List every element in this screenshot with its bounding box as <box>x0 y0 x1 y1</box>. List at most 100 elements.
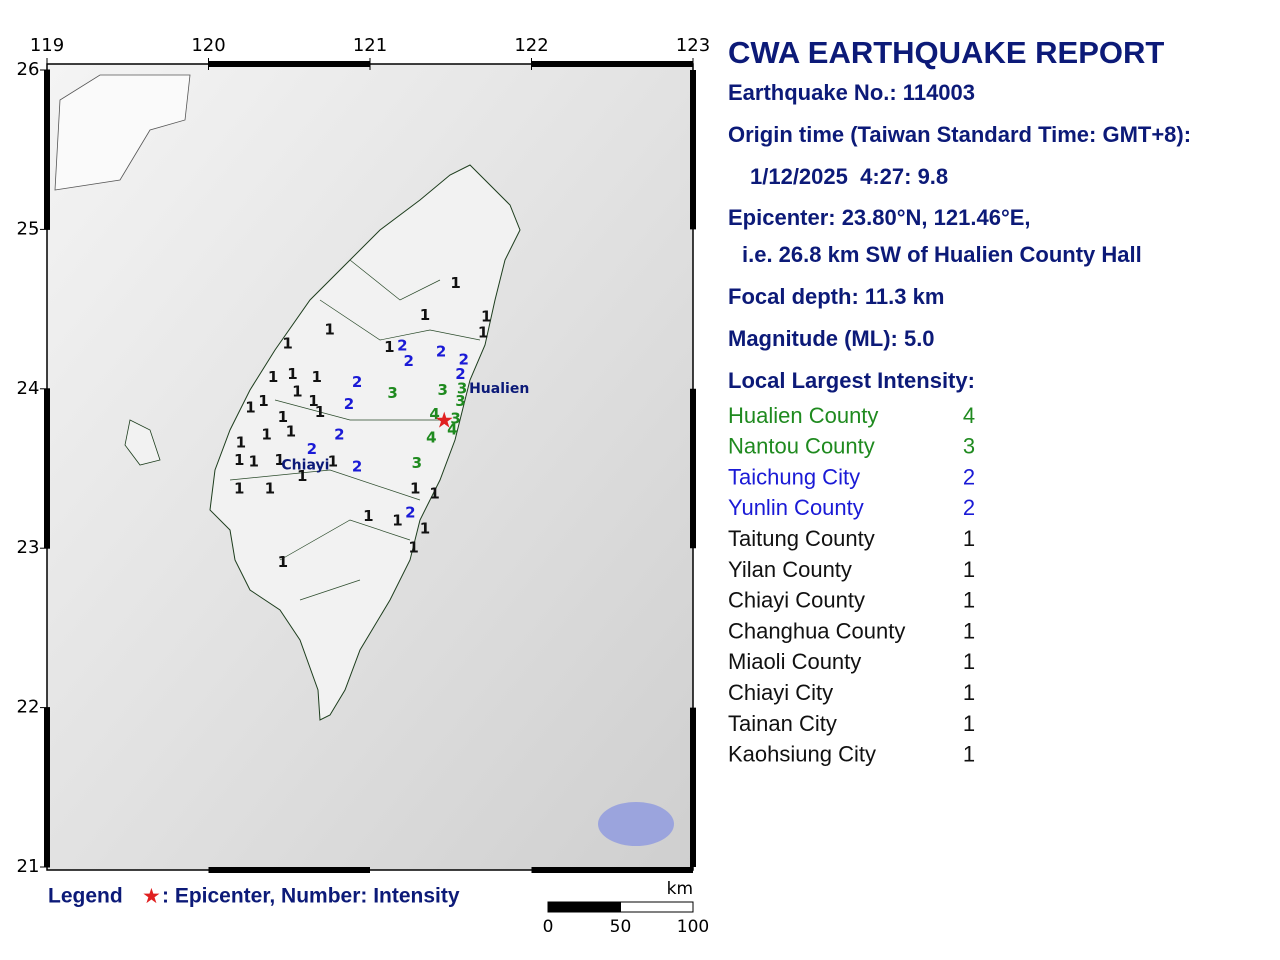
intensity-label: 3 <box>450 410 460 428</box>
county-intensity: 1 <box>963 526 975 551</box>
legend-text: : Epicenter, Number: Intensity <box>162 885 460 908</box>
intensity-label: 1 <box>450 274 460 292</box>
lat-tick-label: 24 <box>17 378 40 399</box>
intensity-label: 2 <box>344 395 354 413</box>
intensity-label: 2 <box>404 352 414 370</box>
intensity-label: 1 <box>392 512 402 530</box>
intensity-label: 3 <box>437 381 447 399</box>
intensity-label: 1 <box>268 368 278 386</box>
report-title: CWA EARTHQUAKE REPORT <box>728 35 1164 70</box>
intensity-label: 1 <box>282 335 292 353</box>
lat-tick-label: 21 <box>17 856 40 877</box>
intensity-label: 3 <box>412 454 422 472</box>
intensity-label: 1 <box>324 320 334 338</box>
intensity-label: 1 <box>363 507 373 525</box>
county-intensity: 1 <box>963 680 975 705</box>
report-line: Magnitude (ML): 5.0 <box>728 326 935 351</box>
lon-tick-label: 121 <box>353 35 387 56</box>
scale-label: 100 <box>677 917 709 937</box>
intensity-label: 3 <box>457 379 467 397</box>
scale-label: 50 <box>610 917 632 937</box>
epicenter: ★ <box>434 409 454 434</box>
intensity-label: 1 <box>481 308 491 326</box>
intensity-label: 1 <box>384 338 394 356</box>
intensity-label: 2 <box>455 365 465 383</box>
intensity-label: 2 <box>397 336 407 354</box>
lat-tick-label: 25 <box>17 218 40 239</box>
lon-tick-label: 120 <box>191 35 225 56</box>
intensity-label: 1 <box>278 408 288 426</box>
scale-label: 0 <box>543 917 554 937</box>
report-line: Earthquake No.: 114003 <box>728 80 975 105</box>
lat-tick-label: 22 <box>17 697 40 718</box>
county-borders <box>229 259 481 601</box>
lon-tick-label: 123 <box>676 35 710 56</box>
intensity-label: 1 <box>287 365 297 383</box>
intensity-label: 1 <box>315 403 325 421</box>
intensity-label: 1 <box>249 453 259 471</box>
legend-star: ★ <box>142 884 161 908</box>
intensity-label: 4 <box>429 405 439 423</box>
county-intensity: 1 <box>963 649 975 674</box>
county-name: Taichung City <box>728 464 860 489</box>
place-label: Chiayi <box>281 457 329 473</box>
scale-segment <box>547 901 621 913</box>
county-name: Chiayi City <box>728 680 833 705</box>
county-name: Nantou County <box>728 434 875 459</box>
county-name: Tainan City <box>728 711 837 736</box>
intensity-label: 1 <box>258 392 268 410</box>
intensity-label: 1 <box>261 426 271 444</box>
lat-tick-label: 26 <box>17 59 40 80</box>
intensity-label: 1 <box>234 480 244 498</box>
lon-tick-label: 119 <box>30 35 64 56</box>
intensity-label: 1 <box>265 480 275 498</box>
intensity-label: 1 <box>311 368 321 386</box>
intensity-label: 2 <box>405 504 415 522</box>
intensity-label: 1 <box>308 392 318 410</box>
lon-tick-label: 122 <box>514 35 548 56</box>
cwa-logo <box>598 802 674 846</box>
county-name: Kaohsiung City <box>728 742 876 767</box>
intensity-label: 3 <box>455 392 465 410</box>
county-intensity: 1 <box>963 618 975 643</box>
taiwan-island <box>209 164 521 721</box>
county-intensity: 1 <box>963 742 975 767</box>
county-intensity: 1 <box>963 588 975 613</box>
mainland-coast <box>54 74 191 191</box>
scale-segment <box>620 901 694 913</box>
intensity-label: 2 <box>436 343 446 361</box>
intensity-label: 1 <box>278 553 288 571</box>
report-line: i.e. 26.8 km SW of Hualien County Hall <box>742 242 1142 267</box>
intensity-label: 2 <box>352 373 362 391</box>
report-line: Epicenter: 23.80°N, 121.46°E, <box>728 205 1031 230</box>
intensity-label: 1 <box>245 398 255 416</box>
county-name: Yunlin County <box>728 495 864 520</box>
intensity-label: 1 <box>297 467 307 485</box>
intensity-label: 4 <box>447 421 457 439</box>
intensity-label: 2 <box>352 457 362 475</box>
penghu <box>124 419 161 466</box>
intensity-label: 1 <box>478 324 488 342</box>
intensity-label: 1 <box>420 306 430 324</box>
county-intensity: 2 <box>963 464 975 489</box>
intensity-label: 3 <box>387 384 397 402</box>
county-name: Hualien County <box>728 403 878 428</box>
place-label: Hualien <box>469 381 529 397</box>
county-intensity: 4 <box>963 403 975 428</box>
intensity-label: 1 <box>286 422 296 440</box>
county-intensity: 2 <box>963 495 975 520</box>
intensity-label: 1 <box>420 520 430 538</box>
report-line: Origin time (Taiwan Standard Time: GMT+8… <box>728 122 1191 147</box>
intensity-label: 1 <box>410 480 420 498</box>
intensity-label: 1 <box>408 539 418 557</box>
intensity-label: 4 <box>426 429 436 447</box>
report-line: Local Largest Intensity: <box>728 368 975 393</box>
county-name: Taitung County <box>728 526 875 551</box>
county-name: Changhua County <box>728 618 905 643</box>
county-intensity: 1 <box>963 711 975 736</box>
report-line: 1/12/2025 4:27: 9.8 <box>750 164 948 189</box>
county-name: Miaoli County <box>728 649 861 674</box>
intensity-label: 2 <box>307 440 317 458</box>
legend-title: Legend <box>48 885 123 908</box>
